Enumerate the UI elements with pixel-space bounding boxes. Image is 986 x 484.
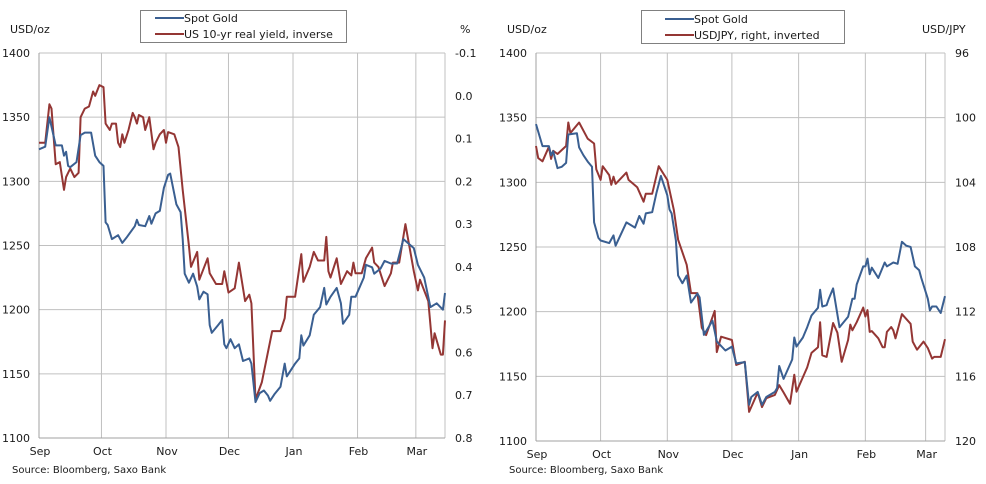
legend: Spot Gold USDJPY, right, inverted — [641, 10, 845, 44]
y-tick-right: 0.8 — [455, 432, 473, 445]
series-line-spot-gold — [38, 116, 446, 404]
legend-box — [140, 10, 347, 43]
y-tick-right: 116 — [955, 370, 976, 383]
x-tick-label: Sep — [527, 448, 548, 461]
legend-label-real-yield: US 10-yr real yield, inverse — [184, 28, 333, 41]
y-tick-left: 1150 — [499, 370, 527, 383]
legend-label-gold: Spot Gold — [184, 12, 238, 25]
y-axis-right-label: % — [460, 23, 470, 36]
x-tick-label: Mar — [406, 445, 427, 458]
y-tick-right: 108 — [955, 241, 976, 254]
y-tick-left: 1250 — [2, 240, 30, 253]
series-line-us-10-yr-real-yield-inverse — [39, 84, 446, 401]
y-tick-left: 1300 — [2, 175, 30, 188]
y-tick-right: 0.6 — [455, 346, 473, 359]
legend-label-usdjpy: USDJPY, right, inverted — [694, 29, 820, 42]
series-line-spot-gold — [535, 123, 946, 406]
x-tick-label: Sep — [30, 445, 51, 458]
x-tick-label: Feb — [857, 448, 876, 461]
x-tick-label: Mar — [916, 448, 937, 461]
y-tick-right: 112 — [955, 306, 976, 319]
y-axis-left-label: USD/oz — [10, 23, 50, 36]
y-tick-left: 1300 — [499, 176, 527, 189]
y-tick-left: 1400 — [2, 47, 30, 60]
chart-gold-vs-usdjpy: 1100 1150 1200 1250 1300 1350 1400 96 100 104 108 1… — [499, 10, 976, 476]
y-axis-right-label: USD/JPY — [922, 23, 966, 36]
y-tick-left: 1350 — [499, 112, 527, 125]
y-tick-right: 120 — [955, 435, 976, 448]
y-tick-right: 0.4 — [455, 261, 473, 274]
legend: Spot Gold US 10-yr real yield, inverse — [140, 10, 347, 43]
tick-labels: 1100 1150 1200 1250 1300 1350 1400 96 100 104 108 1… — [499, 47, 976, 461]
y-tick-right: 0.3 — [455, 218, 473, 231]
y-tick-left: 1200 — [499, 306, 527, 319]
chart-gold-vs-real-yield: 1100 1150 1200 1250 1300 1350 1400 -0.1 0.0 0.1 0.… — [2, 10, 476, 476]
x-tick-label: Nov — [658, 448, 680, 461]
y-tick-left: 1400 — [499, 47, 527, 60]
source-note: Source: Bloomberg, Saxo Bank — [509, 465, 663, 476]
y-tick-right: 0.1 — [455, 133, 473, 146]
tick-labels: 1100 1150 1200 1250 1300 1350 1400 -0.1 0.0 0.1 0.… — [2, 47, 476, 458]
y-tick-left: 1150 — [2, 368, 30, 381]
y-tick-left: 1100 — [2, 432, 30, 445]
x-tick-label: Oct — [93, 445, 113, 458]
x-tick-label: Feb — [349, 445, 368, 458]
x-tick-label: Nov — [156, 445, 178, 458]
y-axis-left-label: USD/oz — [507, 23, 547, 36]
legend-box — [641, 10, 845, 44]
series-lines — [38, 84, 446, 404]
y-tick-right: 96 — [955, 47, 969, 60]
series-lines — [535, 121, 946, 413]
x-tick-label: Oct — [592, 448, 612, 461]
y-tick-right: -0.1 — [455, 47, 476, 60]
x-tick-label: Jan — [790, 448, 808, 461]
y-tick-right: 0.0 — [455, 90, 473, 103]
source-note: Source: Bloomberg, Saxo Bank — [12, 465, 166, 476]
x-tick-label: Dec — [219, 445, 240, 458]
y-tick-left: 1250 — [499, 241, 527, 254]
y-tick-right: 100 — [955, 112, 976, 125]
gridlines — [38, 52, 446, 439]
y-tick-right: 0.2 — [455, 175, 473, 188]
gridlines — [535, 52, 946, 442]
y-tick-right: 104 — [955, 176, 976, 189]
y-tick-left: 1100 — [499, 435, 527, 448]
legend-label-gold: Spot Gold — [694, 13, 748, 26]
y-tick-right: 0.7 — [455, 389, 473, 402]
y-tick-right: 0.5 — [455, 304, 473, 317]
x-tick-label: Jan — [285, 445, 303, 458]
y-tick-left: 1200 — [2, 304, 30, 317]
y-tick-left: 1350 — [2, 111, 30, 124]
x-tick-label: Dec — [722, 448, 743, 461]
